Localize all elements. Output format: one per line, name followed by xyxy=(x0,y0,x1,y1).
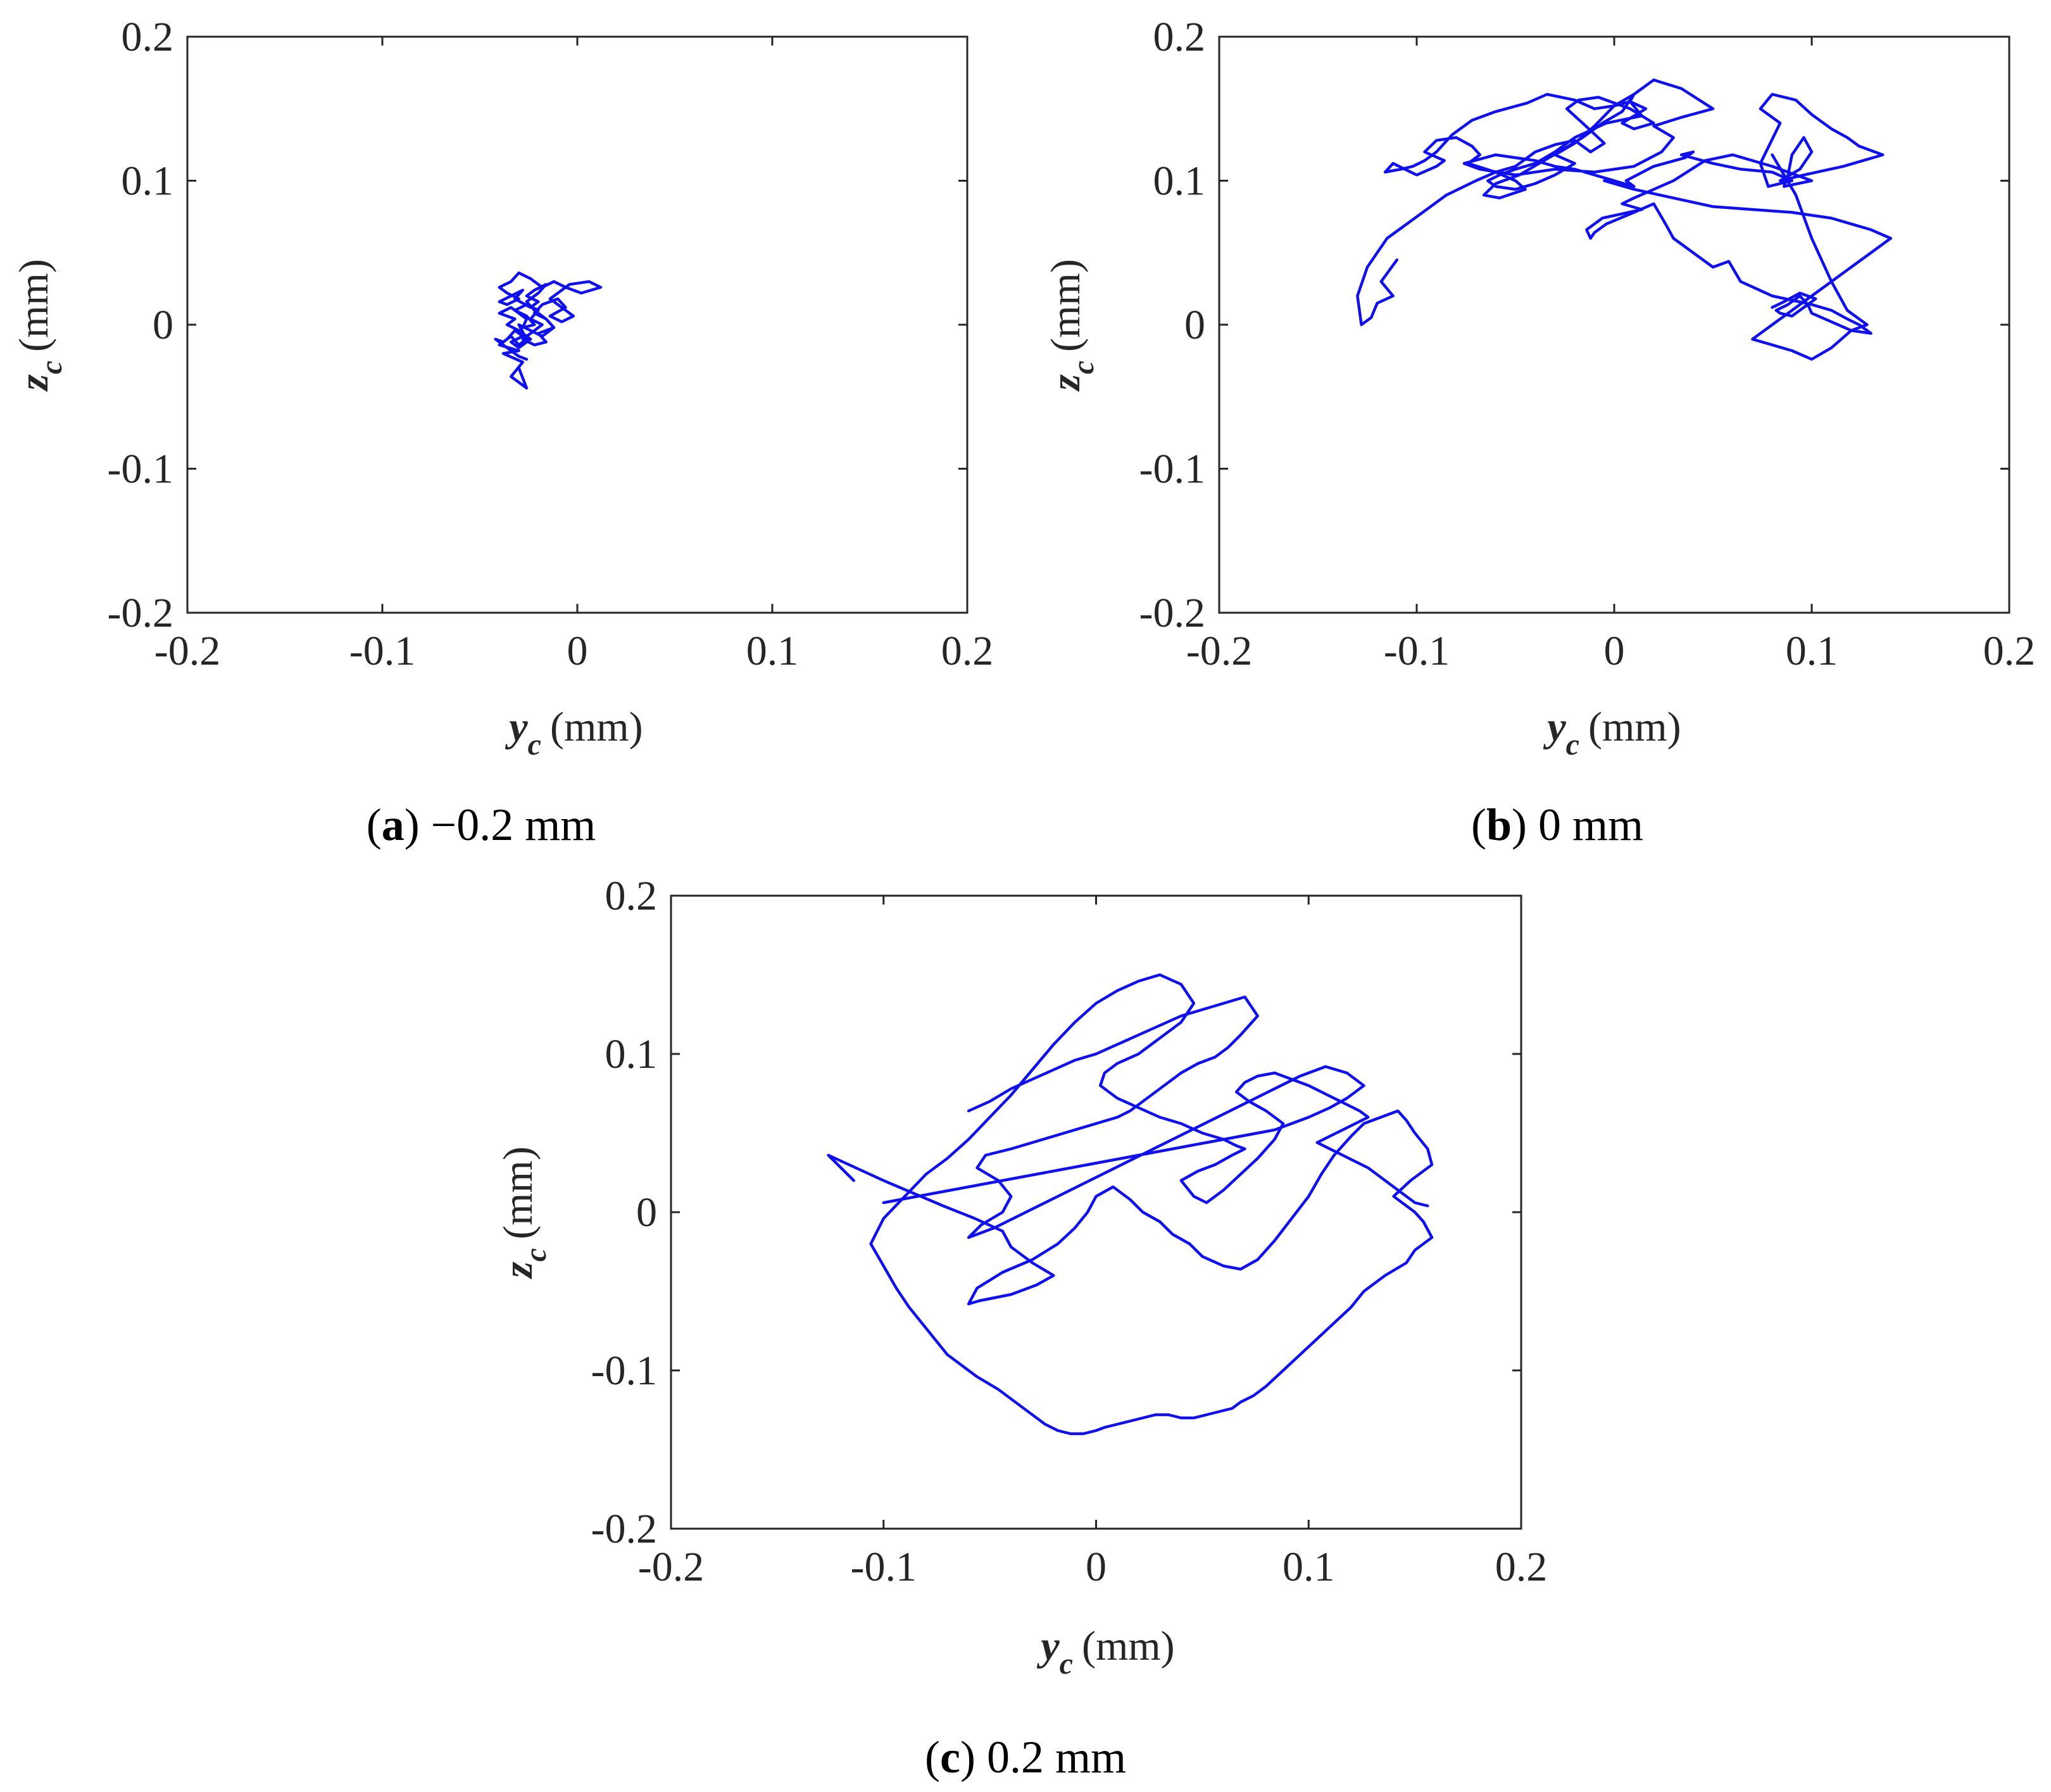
y-tick-label: 0.1 xyxy=(605,1031,658,1077)
trajectory-line xyxy=(827,973,1434,1436)
x-tick-label: 0.1 xyxy=(1283,1544,1335,1590)
caption-b-letter: b xyxy=(1486,799,1512,850)
axes-box xyxy=(186,35,969,614)
y-tick-label: -0.1 xyxy=(591,1348,657,1394)
y-axis-label: zc(mm) xyxy=(11,259,68,392)
x-axis-label: yc (mm) xyxy=(505,704,643,761)
caption-b-text: 0 mm xyxy=(1538,799,1644,850)
x-tick-label: -0.2 xyxy=(154,628,220,674)
trajectory-line-segment xyxy=(882,995,1365,1239)
x-tick-label: -0.2 xyxy=(638,1544,704,1590)
caption-a-text: −0.2 mm xyxy=(430,799,596,850)
x-tick-label: 0.2 xyxy=(1495,1544,1548,1590)
axes-box xyxy=(670,894,1522,1530)
caption-c: (c) 0.2 mm xyxy=(925,1732,1126,1783)
y-axis-label: zc(mm) xyxy=(1043,259,1100,392)
y-tick-label: -0.2 xyxy=(1139,590,1205,636)
y-tick-label: 0 xyxy=(636,1189,657,1236)
y-tick-label: 0.2 xyxy=(605,873,658,919)
x-tick-label: -0.1 xyxy=(1384,628,1450,674)
chart-a: -0.2 -0.1 0 0.1 0.2 -0.2 -0.1 0 0.1 0.2 yc (mm) zc(m… xyxy=(11,14,994,761)
x-tick-label: -0.1 xyxy=(851,1544,917,1590)
y-tick-label: 0.1 xyxy=(122,158,174,204)
x-tick-label: 0 xyxy=(1086,1544,1107,1590)
chart-c: -0.2 -0.1 0 0.1 0.2 -0.2 -0.1 0 0.1 0.2 yc (mm) zc(m… xyxy=(495,873,1548,1681)
trajectory-line-segment xyxy=(1603,153,1893,361)
caption-a: (a) −0.2 mm xyxy=(366,799,596,850)
y-tick-label: -0.1 xyxy=(1139,446,1205,492)
panel-b: -0.2 -0.1 0 0.1 0.2 -0.2 -0.1 0 0.1 0.2 yc (mm) zc(m… xyxy=(1026,0,2051,861)
x-tick-label: -0.2 xyxy=(1186,628,1252,674)
caption-c-letter: c xyxy=(940,1732,960,1783)
trajectory-line xyxy=(1356,78,1885,335)
y-tick-label: -0.1 xyxy=(108,446,173,492)
x-tick-label: 0 xyxy=(567,628,588,674)
y-tick-label: -0.2 xyxy=(591,1506,657,1552)
axes-box xyxy=(1218,35,2010,614)
y-tick-label: 0 xyxy=(153,302,173,348)
x-tick-label: -0.1 xyxy=(349,628,415,674)
x-axis-label: yc (mm) xyxy=(1036,1623,1174,1681)
x-tick-label: 0.1 xyxy=(1786,628,1838,674)
y-tick-label: 0 xyxy=(1184,302,1205,348)
x-tick-label: 0.2 xyxy=(941,628,994,674)
x-tick-label: 0.1 xyxy=(746,628,799,674)
x-tick-label: 0.2 xyxy=(1983,628,2036,674)
x-tick-label: 0 xyxy=(1604,628,1625,674)
caption-b: (b) 0 mm xyxy=(1471,799,1644,850)
y-axis-label: zc(mm) xyxy=(495,1146,553,1279)
y-tick-label: -0.2 xyxy=(108,590,173,636)
chart-b: -0.2 -0.1 0 0.1 0.2 -0.2 -0.1 0 0.1 0.2 yc (mm) zc(m… xyxy=(1043,14,2036,761)
y-tick-label: 0.2 xyxy=(1153,14,1206,60)
panel-a: -0.2 -0.1 0 0.1 0.2 -0.2 -0.1 0 0.1 0.2 yc (mm) zc(m… xyxy=(0,0,1026,861)
caption-a-letter: a xyxy=(381,799,405,850)
y-tick-label: 0.1 xyxy=(1153,158,1206,204)
caption-c-text: 0.2 mm xyxy=(986,1732,1126,1783)
x-axis-label: yc (mm) xyxy=(1543,704,1681,761)
trajectory-line xyxy=(494,271,603,390)
y-tick-label: 0.2 xyxy=(122,14,174,60)
panel-c: -0.2 -0.1 0 0.1 0.2 -0.2 -0.1 0 0.1 0.2 yc (mm) zc(m… xyxy=(481,861,1570,1722)
